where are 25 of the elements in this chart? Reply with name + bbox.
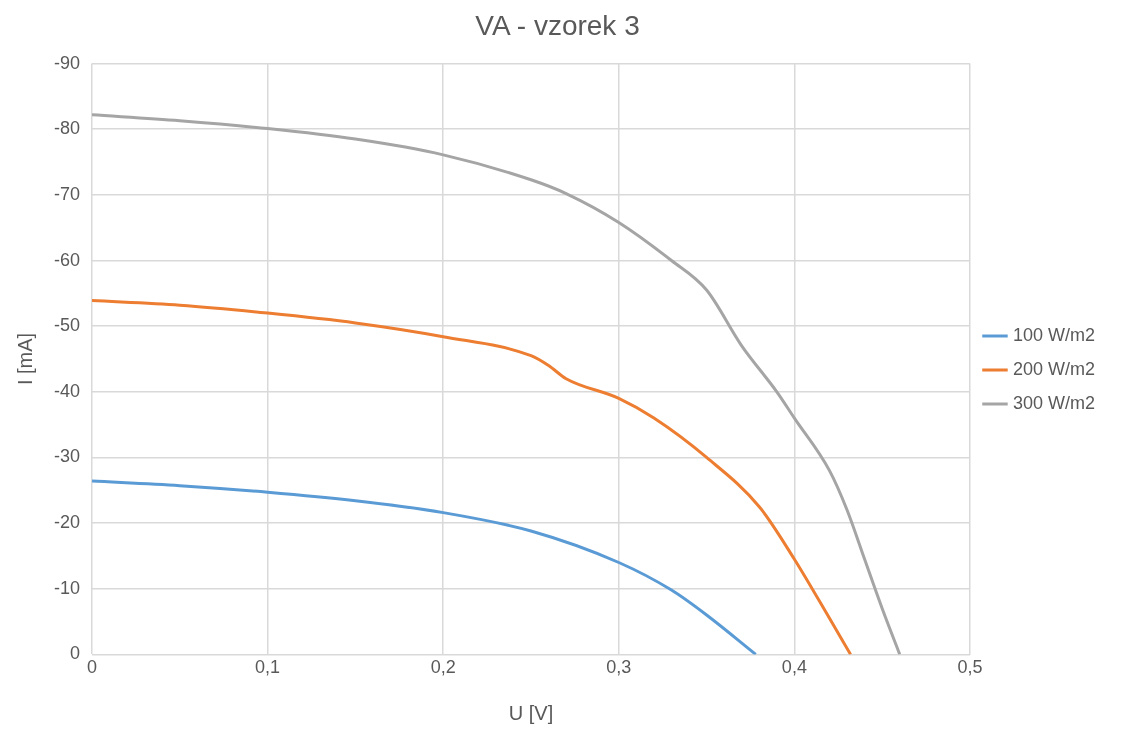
legend-label: 200 W/m2 [1012,358,1095,379]
y-tick-label: -30 [54,446,81,467]
chart-title: VA - vzorek 3 [475,9,640,41]
x-tick-label: 0,4 [781,657,807,678]
y-axis-title: I [mA] [13,332,36,386]
legend-label: 300 W/m2 [1012,392,1095,413]
y-tick-label: -10 [54,577,81,598]
x-tick-label: 0,3 [606,657,632,678]
x-tick-label: 0,2 [430,657,456,678]
y-tick-label: -90 [54,52,81,73]
x-tick-label: 0,1 [255,657,281,678]
legend-label: 100 W/m2 [1012,324,1095,345]
x-tick-label: 0 [87,657,98,678]
y-tick-label: 0 [70,643,81,664]
y-tick-label: -70 [54,183,81,204]
line-series [92,113,902,655]
y-tick-label: -40 [54,380,81,401]
y-tick-label: -50 [54,315,81,336]
x-tick-label: 0,5 [957,657,983,678]
x-axis-title: U [V] [508,701,554,724]
y-tick-label: -20 [54,512,81,533]
y-tick-label: -60 [54,249,81,270]
line-series [92,479,758,655]
line-series [92,299,853,655]
y-tick-label: -80 [54,118,81,139]
